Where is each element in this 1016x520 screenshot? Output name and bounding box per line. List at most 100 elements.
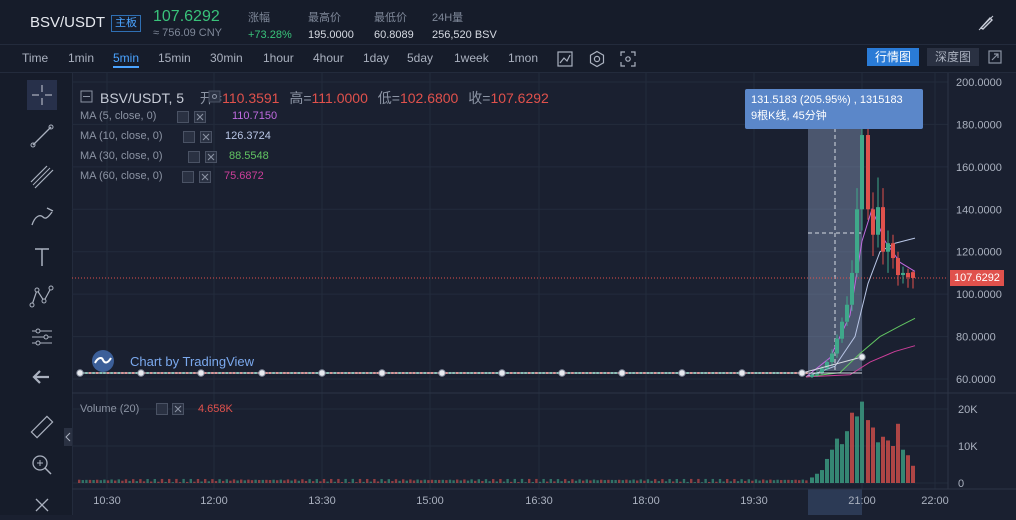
candle <box>610 372 614 374</box>
candle <box>495 372 498 374</box>
volume-bar <box>456 479 459 483</box>
candle <box>654 372 657 374</box>
candle <box>290 372 293 374</box>
theme-brush-icon[interactable] <box>978 15 994 31</box>
volume-bar <box>625 479 628 483</box>
interval-15min[interactable]: 15min <box>158 51 191 65</box>
volume-tick-label: 0 <box>958 478 964 490</box>
measure-tool-icon[interactable] <box>27 322 57 352</box>
screenshot-icon[interactable] <box>619 50 637 68</box>
candle <box>567 372 570 374</box>
interval-1week[interactable]: 1week <box>454 51 489 65</box>
pair-name[interactable]: BSV/USDT <box>30 14 106 31</box>
ma-settings-icon[interactable] <box>177 111 207 123</box>
volume-bar <box>600 479 603 483</box>
candle <box>686 372 689 374</box>
collapse-legend-icon[interactable] <box>80 90 93 103</box>
ma-line <box>805 317 916 378</box>
candle <box>840 321 844 339</box>
volume-bar <box>240 479 243 483</box>
volume-bar <box>729 481 732 483</box>
volume-bar <box>474 480 477 483</box>
interval-5day[interactable]: 5day <box>407 51 434 65</box>
candle <box>214 372 218 374</box>
interval-30min[interactable]: 30min <box>210 51 243 65</box>
candle <box>441 372 444 374</box>
candle <box>232 372 236 374</box>
interval-1mon[interactable]: 1mon <box>508 51 539 65</box>
candle <box>405 372 408 374</box>
volume-bar <box>718 478 722 483</box>
volume-bar <box>175 478 178 483</box>
candle <box>124 372 128 374</box>
volume-bar <box>820 470 824 483</box>
fib-tool-icon[interactable] <box>27 162 57 192</box>
interval-1day[interactable]: 1day <box>363 51 390 65</box>
volume-settings-icon[interactable] <box>156 403 184 415</box>
candle <box>355 372 358 374</box>
interval-1hour[interactable]: 1hour <box>263 51 294 65</box>
zoom-in-icon[interactable] <box>27 450 57 480</box>
volume-bar <box>571 479 574 483</box>
legend-settings-icon[interactable] <box>208 90 221 103</box>
volume-bar <box>776 479 779 483</box>
ma-settings-icon[interactable] <box>188 151 218 163</box>
time-tick-label: 19:30 <box>740 495 768 507</box>
depth-view-button[interactable]: 深度图 <box>927 48 979 66</box>
chart-type-icon[interactable] <box>556 50 574 68</box>
interval-5min[interactable]: 5min <box>113 51 140 68</box>
volume-bar <box>592 479 596 483</box>
volume-bar <box>704 478 707 483</box>
volume-bar <box>279 479 282 483</box>
candle <box>250 372 254 374</box>
candle <box>860 135 864 210</box>
line-point <box>318 369 326 377</box>
ma-settings-icon[interactable] <box>182 171 212 183</box>
candle <box>427 372 430 374</box>
volume-bar <box>646 479 650 483</box>
volume-bar <box>88 479 92 483</box>
ma60-row: MA (60, close, 0) 75.6872 <box>80 170 264 182</box>
candle <box>164 372 167 374</box>
candle <box>896 258 900 276</box>
candle <box>175 372 178 374</box>
volume-bar <box>664 481 668 483</box>
volume-bar <box>708 481 711 483</box>
collapse-arrow-icon[interactable] <box>27 362 57 392</box>
remove-drawings-icon[interactable] <box>27 490 57 520</box>
panel-collapse-icon[interactable] <box>64 428 72 446</box>
candle <box>157 372 160 374</box>
candle <box>348 372 351 374</box>
volume-bar <box>160 478 164 483</box>
pattern-tool-icon[interactable] <box>27 282 57 312</box>
candle <box>128 372 131 374</box>
candle <box>150 372 153 374</box>
candle <box>556 372 560 374</box>
fullscreen-icon[interactable] <box>987 49 1003 65</box>
candle <box>301 372 304 374</box>
trend-line-icon[interactable] <box>27 121 57 151</box>
candle <box>261 372 264 374</box>
time-tick-label: 13:30 <box>308 495 336 507</box>
kline-view-button[interactable]: 行情图 <box>867 48 919 66</box>
brush-tool-icon[interactable] <box>27 202 57 232</box>
interval-4hour[interactable]: 4hour <box>313 51 344 65</box>
volume-bar <box>499 479 502 483</box>
interval-time[interactable]: Time <box>22 51 49 65</box>
volume-bar <box>700 482 704 483</box>
candle <box>218 372 221 374</box>
ma-settings-icon[interactable] <box>183 131 213 143</box>
candle <box>204 372 207 374</box>
candle <box>409 372 412 374</box>
crosshair-icon[interactable] <box>27 80 57 110</box>
candle <box>308 372 311 374</box>
volume-bar <box>232 479 236 483</box>
candle <box>621 372 624 374</box>
settings-gear-icon[interactable] <box>588 50 606 68</box>
ruler-icon[interactable] <box>27 412 57 442</box>
volume-bar <box>801 479 804 483</box>
text-tool-icon[interactable] <box>27 242 57 272</box>
candle <box>279 372 282 374</box>
interval-1min[interactable]: 1min <box>68 51 95 65</box>
